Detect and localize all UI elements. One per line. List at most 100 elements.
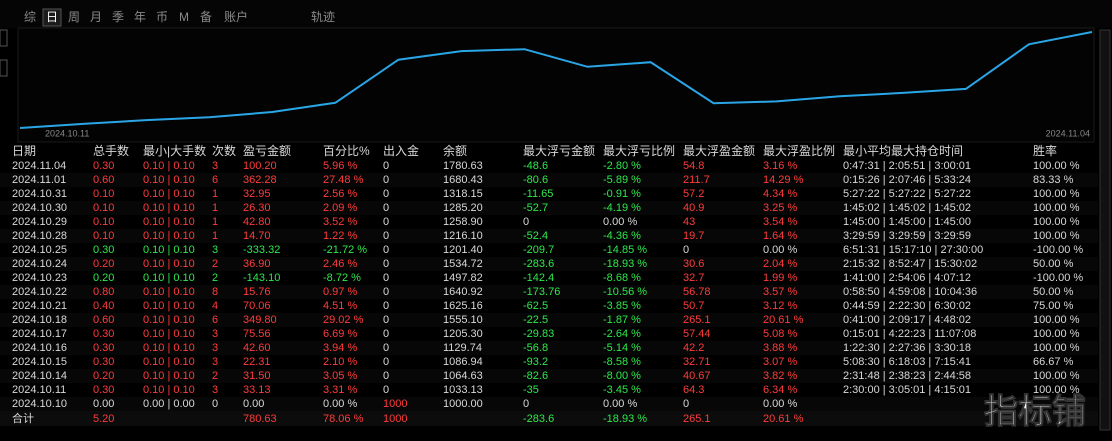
cell: 0.10 | 0.10: [143, 258, 195, 270]
cell: 50.7: [683, 300, 704, 312]
watermark: 指标铺: [984, 393, 1086, 431]
cell: 0.10 | 0.10: [143, 202, 195, 214]
cell: 3: [212, 244, 218, 256]
cell: 0.10: [93, 216, 114, 228]
cell: 1216.10: [443, 230, 483, 242]
cell: 2024.10.11: [12, 384, 66, 396]
cell: 1640.92: [443, 286, 483, 298]
cell: 2: [212, 258, 218, 270]
tab[interactable]: 日: [46, 10, 58, 24]
cell: 3: [212, 342, 218, 354]
cell: 32.7: [683, 272, 704, 284]
cell: -52.7: [523, 202, 548, 214]
tab[interactable]: 轨迹: [311, 10, 335, 24]
cell: 0: [383, 160, 389, 172]
tab[interactable]: 综: [24, 10, 36, 24]
column-header: 最大浮亏比例: [603, 144, 675, 158]
cell: 1:22:30 | 2:27:36 | 3:30:18: [843, 342, 971, 354]
cell: 1258.90: [443, 216, 483, 228]
tab[interactable]: 周: [68, 10, 80, 24]
cell: 1: [212, 202, 218, 214]
cell: 32.95: [243, 188, 271, 200]
cell: 1.22 %: [323, 230, 357, 242]
cell: 0.80: [93, 286, 114, 298]
tab[interactable]: 季: [112, 10, 124, 24]
cell: 14.29 %: [763, 174, 804, 186]
cell: 83.33 %: [1033, 174, 1074, 186]
cell: -82.6: [523, 370, 548, 382]
cell: 3.12 %: [763, 300, 797, 312]
tab[interactable]: 月: [90, 10, 102, 24]
cell: 0.20: [93, 272, 114, 284]
column-header: 胜率: [1033, 143, 1057, 158]
column-header: 百分比%: [323, 144, 370, 158]
column-header: 总手数: [93, 143, 129, 158]
cell: 2024.10.18: [12, 314, 67, 326]
cell: 57.2: [683, 188, 704, 200]
total-cell: 20.61 %: [763, 413, 804, 425]
cell: 6: [212, 314, 218, 326]
cell: 2024.10.14: [12, 370, 67, 382]
cell: 3.94 %: [323, 342, 357, 354]
row-stripe: [0, 369, 1098, 383]
cell: 2: [212, 370, 218, 382]
cell: 6:51:31 | 15:17:10 | 27:30:00: [843, 244, 983, 256]
cell: 3.52 %: [323, 216, 357, 228]
cell: 0.00 %: [603, 398, 637, 410]
cell: 0.10 | 0.10: [143, 174, 195, 186]
cell: 1318.15: [443, 188, 483, 200]
cell: 1205.30: [443, 328, 483, 340]
tab[interactable]: 备: [200, 10, 212, 24]
cell: 1:45:00 | 1:45:00 | 1:45:00: [843, 216, 971, 228]
cell: 5.96 %: [323, 160, 357, 172]
cell: 3.16 %: [763, 160, 797, 172]
tab[interactable]: 币: [156, 10, 168, 24]
cell: 0.10 | 0.10: [143, 384, 195, 396]
cell: 50.00 %: [1033, 258, 1074, 270]
tab[interactable]: 账户: [224, 9, 248, 24]
cell: 0: [383, 174, 389, 186]
total-cell: -18.93 %: [603, 413, 647, 425]
cell: 0: [523, 216, 529, 228]
column-header: 最大浮盈金额: [683, 143, 755, 158]
cell: 3: [212, 328, 218, 340]
cell: 3.25 %: [763, 202, 797, 214]
side-marker: [0, 59, 8, 77]
row-stripe: [0, 397, 1098, 411]
total-cell: 780.63: [243, 413, 277, 425]
cell: -18.93 %: [603, 258, 647, 270]
cell: 6.34 %: [763, 384, 797, 396]
cell: 31.50: [243, 370, 271, 382]
cell: 5:08:30 | 6:18:03 | 7:15:41: [843, 356, 971, 368]
cell: 0:15:26 | 2:07:46 | 5:33:24: [843, 174, 971, 186]
balance-line: [19, 31, 1093, 129]
cell: 3.88 %: [763, 342, 797, 354]
cell: 2024.10.23: [12, 272, 67, 284]
cell: 5.08 %: [763, 328, 797, 340]
cell: 1780.63: [443, 160, 483, 172]
cell: 0: [383, 272, 389, 284]
cell: 0: [383, 314, 389, 326]
cell: 100.00 %: [1033, 188, 1080, 200]
cell: -29.83: [523, 328, 554, 340]
total-cell: 1000: [383, 413, 407, 425]
cell: 1:41:00 | 2:54:06 | 4:07:12: [843, 272, 971, 284]
cell: 0.30: [93, 328, 114, 340]
cell: -333.32: [243, 244, 280, 256]
scrollbar[interactable]: [1099, 29, 1111, 431]
cell: -4.19 %: [603, 202, 641, 214]
cell: 0: [383, 216, 389, 228]
cell: 2024.11.04: [12, 160, 66, 172]
cell: 349.80: [243, 314, 277, 326]
cell: -93.2: [523, 356, 548, 368]
cell: 3: [212, 356, 218, 368]
tab[interactable]: 年: [134, 10, 146, 24]
chart-start-date: 2024.10.11: [45, 128, 89, 138]
tab[interactable]: M: [179, 10, 189, 24]
cell: 100.00 %: [1033, 314, 1080, 326]
cell: -100.00 %: [1033, 272, 1083, 284]
cell: 0: [212, 398, 218, 410]
cell: 75.56: [243, 328, 271, 340]
cell: 1285.20: [443, 202, 483, 214]
total-cell: 合计: [12, 411, 34, 425]
